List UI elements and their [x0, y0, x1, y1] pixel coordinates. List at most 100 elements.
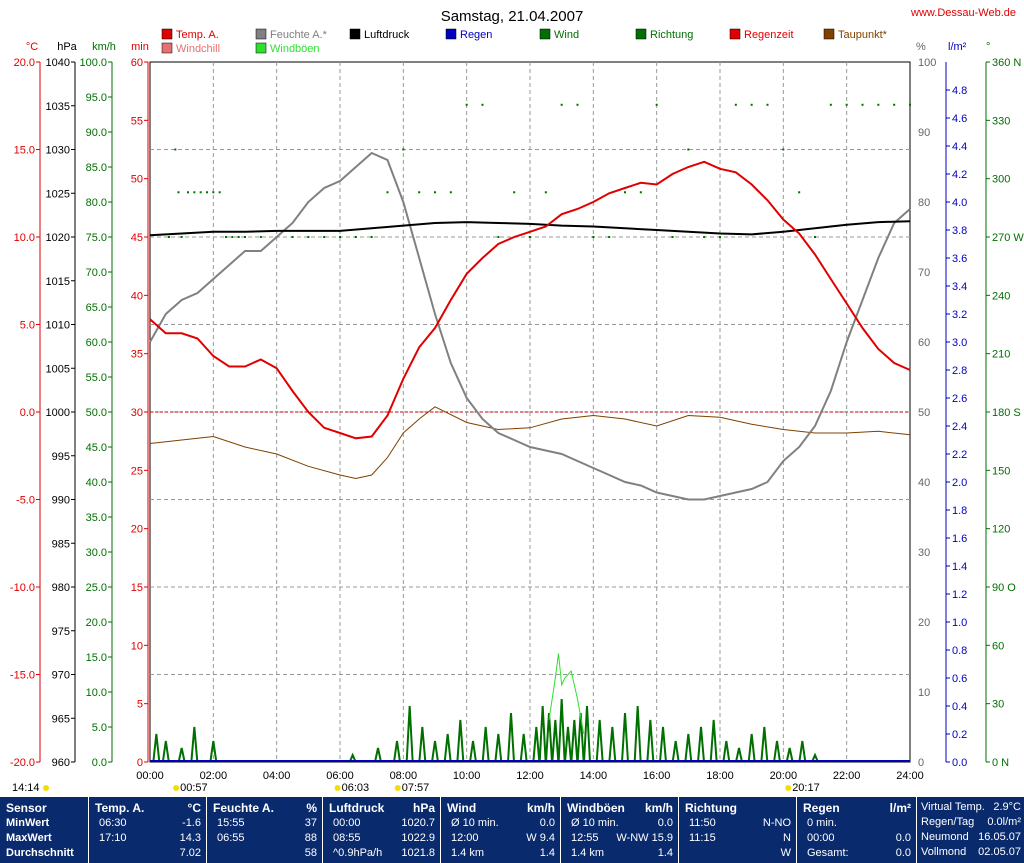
direction-point [592, 236, 595, 238]
legend-swatch [161, 42, 173, 54]
axis-label-rain: 2.8 [952, 365, 967, 377]
direction-point [206, 191, 208, 194]
stats-value: 58 [304, 847, 317, 859]
x-tick-label: 06:00 [326, 770, 354, 782]
axis-label-pressure: 1005 [46, 363, 70, 375]
axis-label-pressure: 1015 [46, 276, 70, 288]
extra-label: Vollmond [921, 846, 967, 858]
legend-swatch [729, 28, 741, 40]
extra-value: 16.05.07 [978, 831, 1021, 843]
direction-point [323, 236, 326, 238]
chart-title: Samstag, 21.04.2007 [441, 8, 584, 25]
axis-label-temp: 10.0 [14, 232, 35, 244]
axis-label-humidity: 20 [918, 617, 930, 629]
direction-point [244, 236, 246, 238]
axis-label-wind: 25.0 [86, 582, 107, 594]
direction-point [798, 191, 801, 194]
axis-label-rain: 1.0 [952, 617, 967, 629]
axis-label-pressure: 1020 [46, 232, 70, 244]
pressure-series [149, 220, 911, 237]
direction-point [339, 236, 341, 238]
direction-point [497, 236, 500, 238]
stats-value: -1.6 [182, 817, 201, 829]
direction-point [529, 236, 531, 238]
axis-label-rain: 2.6 [952, 393, 967, 405]
axis-label-wind: 80.0 [86, 197, 107, 209]
stats-time: 1.4 km [571, 847, 605, 859]
direction-point [560, 103, 563, 106]
stats-unit: l/m² [889, 801, 911, 815]
direction-point [307, 236, 310, 238]
stats-value: 1022.9 [401, 832, 435, 844]
direction-point [218, 191, 221, 194]
direction-point [639, 191, 642, 194]
extra-label: Virtual Temp. [921, 801, 985, 813]
axis-label-temp: -5.0 [16, 495, 35, 507]
direction-point [177, 191, 180, 194]
direction-point [766, 103, 769, 106]
direction-point [750, 103, 753, 106]
axis-label-pressure: 1035 [46, 101, 70, 113]
stats-value: W 9.4 [526, 832, 555, 844]
extra-value: 2.9°C [993, 801, 1021, 813]
x-tick-label: 12:00 [516, 770, 544, 782]
direction-point [231, 236, 234, 238]
direction-point [703, 236, 706, 238]
axis-label-pressure: 965 [52, 713, 70, 725]
stats-value: 14.3 [179, 832, 201, 844]
axis-label-pressure: 990 [52, 495, 70, 507]
axis-label-pressure: 960 [52, 757, 70, 769]
stats-time: 15:55 [217, 817, 245, 829]
humidity-series [149, 151, 911, 501]
stats-row-label: MinWert [6, 817, 50, 829]
stats-time: Ø 10 min. [451, 817, 499, 829]
legend-swatch [445, 28, 457, 40]
stats-value: 0.0 [539, 817, 555, 829]
axis-label-min: 60 [131, 57, 143, 69]
axis-label-rain: 0.4 [952, 701, 967, 713]
dewpoint-series [149, 406, 911, 480]
axis-label-temp: -15.0 [10, 670, 35, 682]
stats-header: Richtung [685, 801, 737, 815]
axis-unit-min: min [131, 41, 149, 53]
extra-value: 02.05.07 [978, 846, 1021, 858]
axis-label-direction: 210 [992, 349, 1010, 361]
legend-label: Regenzeit [744, 29, 794, 41]
stats-value: 0.0 [895, 847, 911, 859]
axis-label-humidity: 10 [918, 687, 930, 699]
stats-time: ^0.9hPa/h [333, 847, 383, 859]
axis-label-min: 35 [131, 349, 143, 361]
axis-label-humidity: 30 [918, 547, 930, 559]
legend-swatch [161, 28, 173, 40]
axis-label-min: 5 [137, 699, 143, 711]
weather-chart: Samstag, 21.04.2007 www.Dessau-Web.de 20.0… [10, 7, 1024, 794]
axis-label-min: 15 [131, 582, 143, 594]
legend-label: Taupunkt* [838, 29, 888, 41]
x-tick-label: 00:00 [136, 770, 164, 782]
axis-label-min: 25 [131, 465, 143, 477]
stats-time: 08:55 [333, 832, 361, 844]
stats-time: 0 min. [807, 817, 837, 829]
legend-label: Windchill [176, 43, 220, 55]
axis-label-humidity: 40 [918, 477, 930, 489]
direction-point [237, 236, 240, 238]
axis-label-wind: 75.0 [86, 232, 107, 244]
direction-point [465, 103, 468, 106]
stats-column: Windböen km/h Ø 10 min. 0.0 12:55 W-NW 15.9 1.… [560, 797, 679, 863]
stats-value: W-NW 15.9 [616, 832, 673, 844]
axis-label-rain: 0.0 [952, 757, 967, 769]
stats-column: Feuchte A.% 15:55 37 06:55 88 58 [206, 797, 323, 863]
x-tick-label: 22:00 [833, 770, 861, 782]
direction-point [814, 236, 816, 238]
direction-point [402, 148, 405, 151]
axis-label-temp: 15.0 [14, 145, 35, 157]
direction-point [576, 103, 579, 106]
direction-point [174, 148, 177, 151]
direction-point [180, 236, 183, 238]
axis-label-humidity: 50 [918, 407, 930, 419]
legend-swatch [255, 42, 267, 54]
direction-point [259, 236, 262, 238]
stats-value: 0.0 [657, 817, 673, 829]
axis-label-direction: 120 [992, 524, 1010, 536]
axis-label-wind: 95.0 [86, 92, 107, 104]
